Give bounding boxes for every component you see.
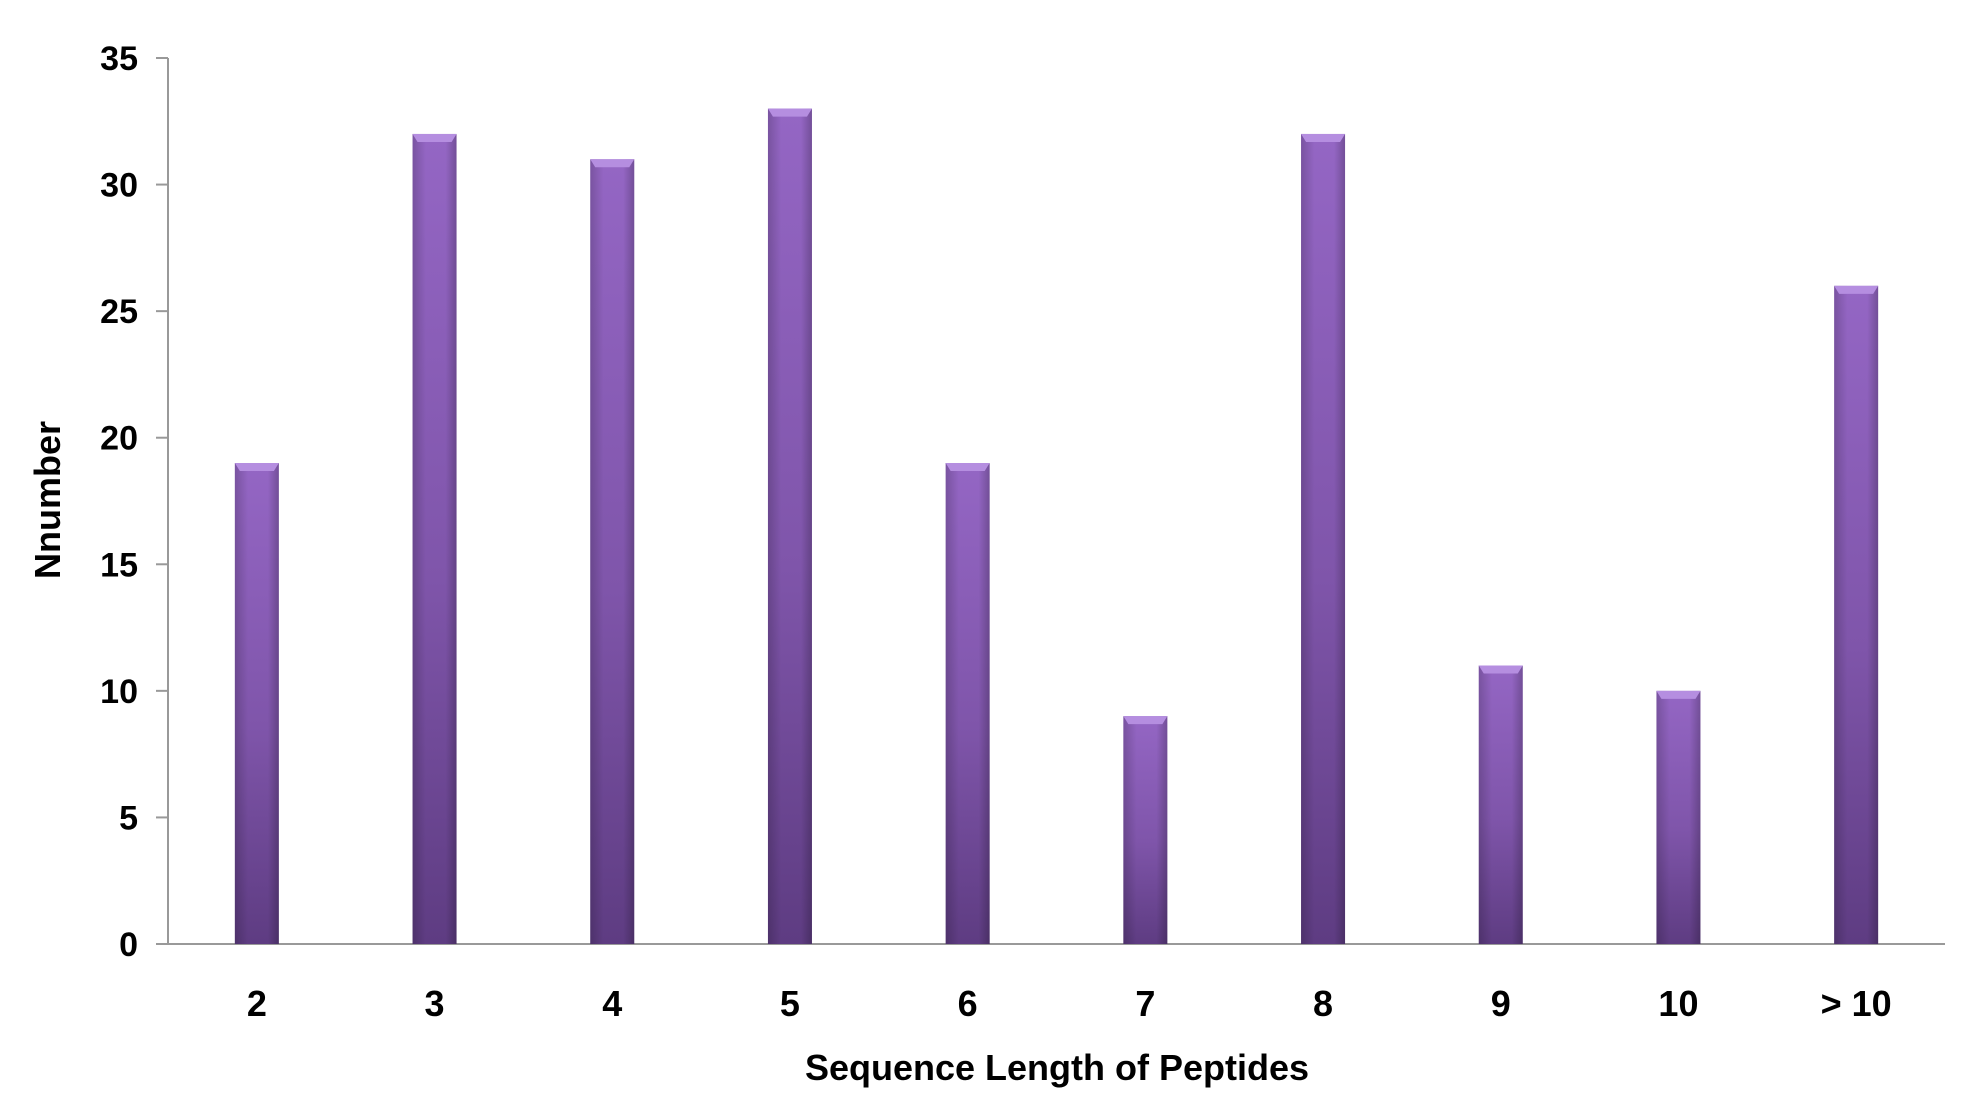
x-axis: 2 3 4 5 6 7 8 9 10 > 10	[156, 943, 1945, 1024]
x-tick-label: 2	[247, 983, 267, 1024]
y-tick-label: 10	[100, 673, 138, 711]
bar-top-bevel	[1123, 716, 1168, 725]
bar-top-bevel	[767, 108, 812, 117]
x-tick-label: 5	[780, 983, 800, 1024]
x-tick-label: 7	[1135, 983, 1155, 1024]
x-tick-label: 6	[958, 983, 978, 1024]
bar-shade	[1656, 690, 1701, 944]
bar-top-bevel	[1656, 690, 1701, 699]
bar-shade	[412, 133, 457, 944]
y-tick-label: 0	[119, 926, 138, 964]
y-tick-label: 5	[119, 799, 138, 837]
bar-shade	[234, 463, 279, 944]
y-tick-label: 30	[100, 167, 138, 205]
bar-shade	[1123, 716, 1168, 944]
bar-shade	[590, 159, 635, 944]
bars	[234, 108, 1879, 945]
bar-shade	[1834, 285, 1879, 944]
bar-top-bevel	[412, 133, 457, 142]
x-tick-label: > 10	[1821, 983, 1892, 1024]
y-tick-label: 25	[100, 293, 138, 331]
bar-top-bevel	[1478, 665, 1523, 674]
bar-top-bevel	[945, 463, 990, 472]
bar-shade	[1301, 133, 1346, 944]
x-tick-label: 3	[425, 983, 445, 1024]
x-tick-label: 4	[602, 983, 622, 1024]
x-axis-label: Sequence Length of Peptides	[805, 1047, 1309, 1088]
bar-top-bevel	[1301, 133, 1346, 142]
bar-top-bevel	[1834, 285, 1879, 294]
y-tick-label: 20	[100, 420, 138, 458]
x-tick-label: 9	[1491, 983, 1511, 1024]
y-axis: 0 5 10 15 20 25 30 35	[100, 40, 169, 964]
bar-shade	[945, 463, 990, 944]
x-tick-label: 8	[1313, 983, 1333, 1024]
bar-shade	[1478, 665, 1523, 944]
y-tick-label: 15	[100, 546, 138, 584]
bar-shade	[767, 108, 812, 945]
y-tick-label: 35	[100, 40, 138, 78]
bar-top-bevel	[234, 463, 279, 472]
y-axis-label: Nnumber	[27, 421, 68, 579]
bar-top-bevel	[590, 159, 635, 168]
x-tick-label: 10	[1658, 983, 1698, 1024]
